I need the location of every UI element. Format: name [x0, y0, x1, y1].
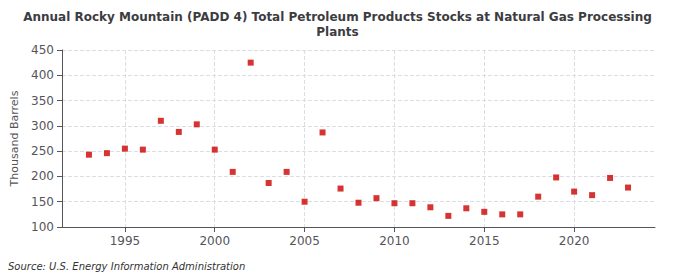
- svg-text:100: 100: [31, 220, 54, 234]
- svg-text:200: 200: [31, 169, 54, 183]
- svg-text:1995: 1995: [110, 234, 141, 248]
- svg-text:300: 300: [31, 119, 54, 133]
- svg-text:2000: 2000: [199, 234, 230, 248]
- svg-text:2020: 2020: [559, 234, 590, 248]
- svg-text:2015: 2015: [469, 234, 500, 248]
- svg-text:2005: 2005: [289, 234, 320, 248]
- svg-text:400: 400: [31, 68, 54, 82]
- svg-text:450: 450: [31, 43, 54, 57]
- svg-text:Plants: Plants: [316, 25, 358, 39]
- svg-text:Source: U.S. Energy Informatio: Source: U.S. Energy Information Administ…: [8, 261, 245, 272]
- svg-text:2010: 2010: [379, 234, 410, 248]
- svg-text:Thousand Barrels: Thousand Barrels: [8, 90, 21, 187]
- svg-text:150: 150: [31, 195, 54, 209]
- svg-text:250: 250: [31, 144, 54, 158]
- svg-text:Annual Rocky Mountain (PADD 4): Annual Rocky Mountain (PADD 4) Total Pet…: [23, 10, 652, 24]
- svg-text:350: 350: [31, 94, 54, 108]
